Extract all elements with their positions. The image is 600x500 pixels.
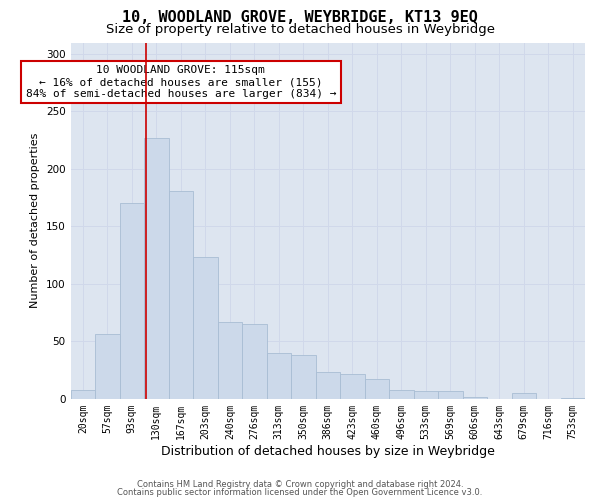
- Text: Contains HM Land Registry data © Crown copyright and database right 2024.: Contains HM Land Registry data © Crown c…: [137, 480, 463, 489]
- X-axis label: Distribution of detached houses by size in Weybridge: Distribution of detached houses by size …: [161, 444, 495, 458]
- Bar: [512, 393, 536, 399]
- Bar: [71, 390, 95, 399]
- Bar: [365, 380, 389, 399]
- Bar: [291, 355, 316, 399]
- Bar: [463, 396, 487, 399]
- Bar: [218, 322, 242, 399]
- Bar: [560, 398, 585, 399]
- Bar: [119, 204, 144, 399]
- Y-axis label: Number of detached properties: Number of detached properties: [31, 133, 40, 308]
- Text: Size of property relative to detached houses in Weybridge: Size of property relative to detached ho…: [106, 22, 494, 36]
- Bar: [316, 372, 340, 399]
- Bar: [438, 391, 463, 399]
- Text: Contains public sector information licensed under the Open Government Licence v3: Contains public sector information licen…: [118, 488, 482, 497]
- Bar: [413, 391, 438, 399]
- Bar: [266, 353, 291, 399]
- Text: 10, WOODLAND GROVE, WEYBRIDGE, KT13 9EQ: 10, WOODLAND GROVE, WEYBRIDGE, KT13 9EQ: [122, 10, 478, 25]
- Bar: [144, 138, 169, 399]
- Bar: [389, 390, 413, 399]
- Bar: [169, 191, 193, 399]
- Bar: [242, 324, 266, 399]
- Bar: [193, 258, 218, 399]
- Bar: [95, 334, 119, 399]
- Bar: [340, 374, 365, 399]
- Text: 10 WOODLAND GROVE: 115sqm
← 16% of detached houses are smaller (155)
84% of semi: 10 WOODLAND GROVE: 115sqm ← 16% of detac…: [26, 66, 336, 98]
